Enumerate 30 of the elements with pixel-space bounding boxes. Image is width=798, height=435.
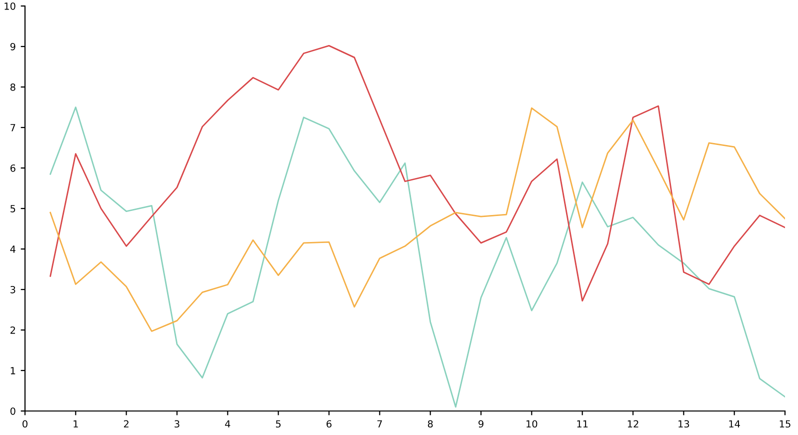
x-tick-label: 5 [276, 420, 281, 428]
x-tick-label: 8 [428, 420, 433, 428]
x-tick-label: 14 [729, 420, 740, 428]
line-series [50, 106, 785, 408]
y-tick-label: 9 [10, 42, 16, 50]
y-tick-label: 8 [10, 83, 16, 91]
y-tick-label: 3 [10, 286, 16, 294]
line-series [50, 107, 785, 332]
y-tick-label: 2 [10, 326, 15, 334]
x-tick-label: 1 [74, 420, 78, 428]
y-tick-label: 0 [10, 407, 16, 415]
y-tick-label: 7 [10, 124, 16, 132]
x-tick-label: 7 [377, 420, 382, 428]
x-tick-label: 10 [526, 420, 538, 428]
x-tick-label: 6 [326, 420, 332, 428]
x-tick-label: 2 [124, 420, 128, 428]
x-tick-label: 9 [478, 420, 484, 428]
x-tick-label: 3 [174, 420, 180, 428]
y-tick-label: 1 [10, 367, 16, 374]
x-tick-label: 11 [577, 420, 588, 428]
x-tick-label: 4 [225, 420, 230, 428]
x-tick-label: 15 [780, 420, 790, 428]
x-tick-label: 13 [678, 420, 690, 428]
y-tick-label: 5 [10, 205, 16, 212]
line-series [50, 44, 785, 302]
x-tick-label: 0 [22, 420, 28, 428]
y-tick-label: 4 [10, 246, 16, 253]
y-tick-label: 10 [4, 2, 16, 10]
y-tick-label: 6 [10, 164, 16, 172]
x-tick-label: 12 [628, 420, 638, 428]
